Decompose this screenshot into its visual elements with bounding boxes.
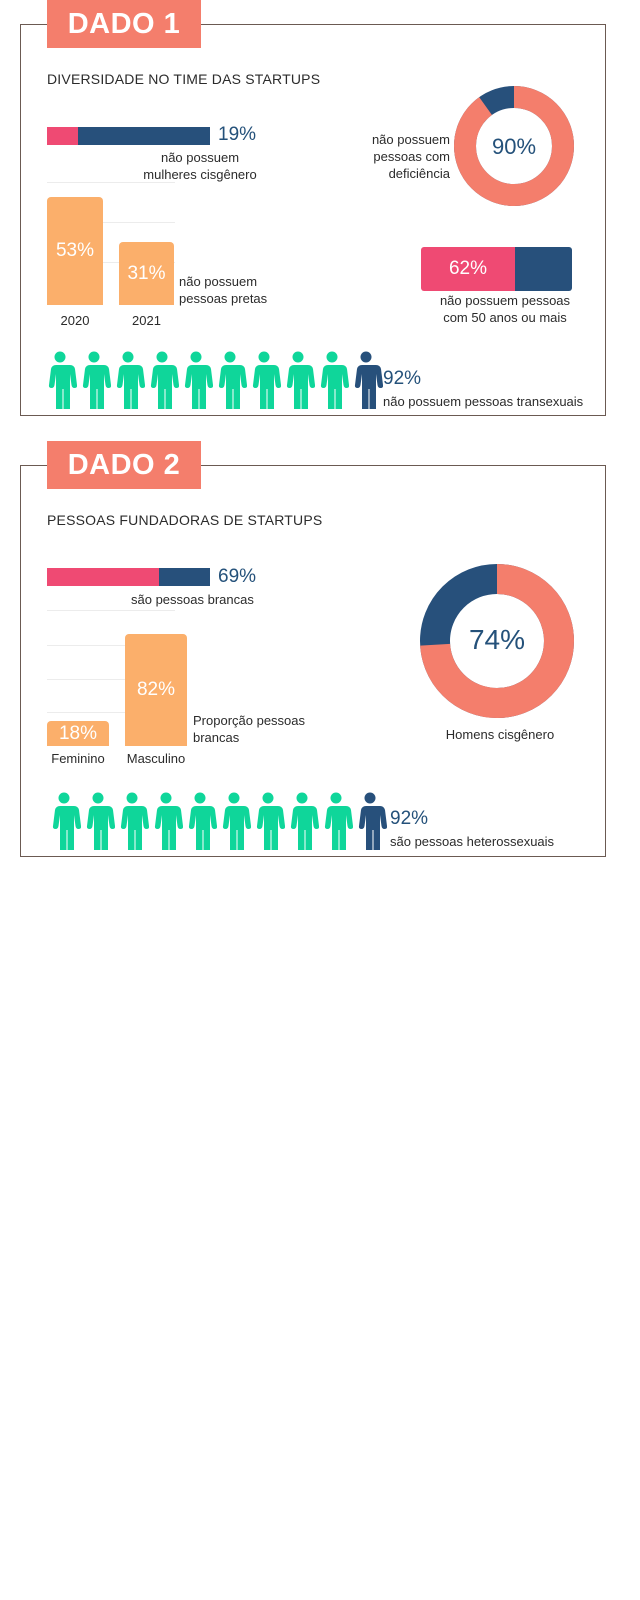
bar-masculino: 82% xyxy=(125,634,187,746)
gridline xyxy=(47,679,175,680)
bar-idade: 62% xyxy=(421,247,572,291)
bar-mulheres-navy xyxy=(78,127,210,145)
heading-dado-2: PESSOAS FUNDADORAS DE STARTUPS xyxy=(47,512,323,528)
pct-idade: 62% xyxy=(448,258,488,279)
gridline xyxy=(47,610,175,611)
donut-value-slice xyxy=(420,564,574,718)
gridline xyxy=(47,262,175,263)
person-icon xyxy=(281,351,316,412)
gridline xyxy=(47,712,175,713)
bar-brancas-pink xyxy=(47,568,159,586)
label-proporcao: Proporção pessoas brancas xyxy=(193,713,306,745)
gridline xyxy=(47,182,175,183)
bar-pretas-2020: 53% xyxy=(47,197,103,305)
label-mulheres: não possuem mulheres cisgênero xyxy=(143,150,257,182)
tab-dado-2: DADO 2 xyxy=(47,441,201,489)
card-dado-2 xyxy=(20,465,606,857)
person-icon xyxy=(319,792,354,853)
bar-mulheres-pink xyxy=(47,127,78,145)
label-trans: não possuem pessoas transexuais xyxy=(383,394,584,409)
pct-deficiencia: 90% xyxy=(491,134,537,159)
person-icon xyxy=(115,792,150,853)
label-homens: Homens cisgênero xyxy=(445,727,555,742)
person-icon xyxy=(213,351,248,412)
person-icon xyxy=(247,351,282,412)
pictogram-hetero xyxy=(47,792,388,853)
label-hetero: são pessoas heterossexuais xyxy=(390,834,555,849)
person-icon xyxy=(111,351,146,412)
heading-dado-1: DIVERSIDADE NO TIME DAS STARTUPS xyxy=(47,71,321,87)
label-idade: não possuem pessoas com 50 anos ou mais xyxy=(439,293,571,325)
gridline xyxy=(47,222,175,223)
bar-feminino: 18% xyxy=(47,721,109,746)
label-pretas: não possuem pessoas pretas xyxy=(179,274,268,306)
person-icon xyxy=(145,351,180,412)
donut-value-slice xyxy=(454,86,574,206)
bar-brancas-navy xyxy=(159,568,210,586)
pct-mulheres: 19% xyxy=(218,124,257,145)
person-icon xyxy=(183,792,218,853)
label-masculino: Masculino xyxy=(126,751,186,766)
person-icon xyxy=(285,792,320,853)
bar-pretas-2021: 31% xyxy=(119,242,174,305)
gridline xyxy=(47,645,175,646)
person-icon xyxy=(81,792,116,853)
label-year-2020: 2020 xyxy=(60,313,90,328)
pictogram-trans xyxy=(43,351,384,412)
label-year-2021: 2021 xyxy=(132,313,161,328)
person-icon xyxy=(349,351,384,412)
person-icon xyxy=(179,351,214,412)
person-icon xyxy=(353,792,388,853)
pct-hetero: 92% xyxy=(390,808,429,829)
pct-homens: 74% xyxy=(468,624,526,655)
donut-homens xyxy=(420,564,574,718)
label-deficiencia: não possuem pessoas com deficiência xyxy=(371,132,450,181)
person-icon xyxy=(315,351,350,412)
donut-deficiencia xyxy=(454,86,574,206)
label-brancas: são pessoas brancas xyxy=(131,592,254,607)
person-icon xyxy=(47,792,82,853)
person-icon xyxy=(43,351,78,412)
person-icon xyxy=(77,351,112,412)
person-icon xyxy=(149,792,184,853)
tab-dado-1: DADO 1 xyxy=(47,0,201,48)
person-icon xyxy=(251,792,286,853)
pct-trans: 92% xyxy=(383,368,422,389)
label-feminino: Feminino xyxy=(51,751,105,766)
person-icon xyxy=(217,792,252,853)
pct-brancas: 69% xyxy=(218,566,257,587)
bar-idade-pink xyxy=(421,247,515,291)
bar-idade-navy xyxy=(515,247,572,291)
